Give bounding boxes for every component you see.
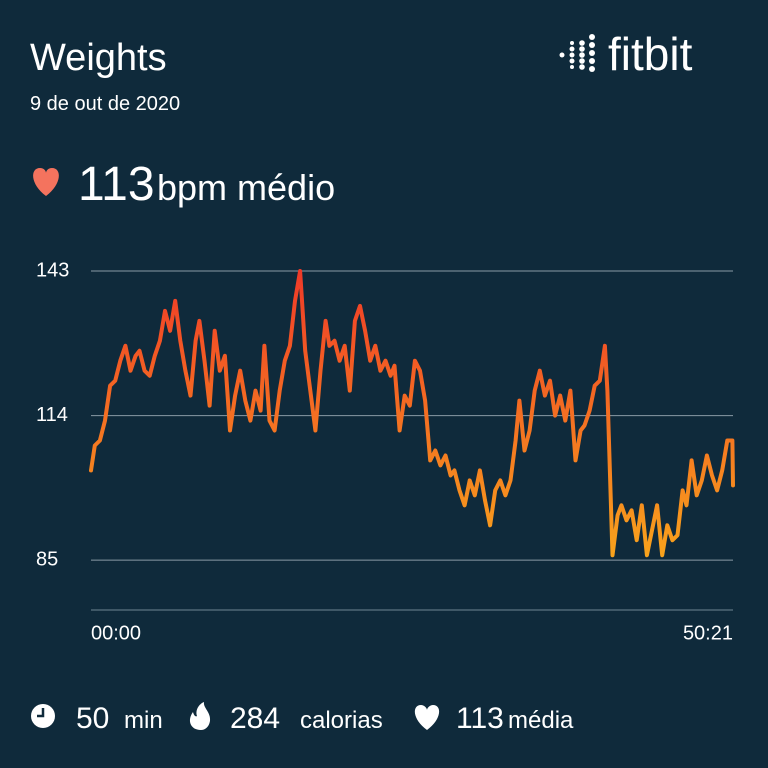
calories-unit: calorias	[300, 707, 383, 734]
y-tick-label: 114	[36, 404, 68, 426]
heart-icon-small	[414, 705, 440, 730]
average-unit: bpm médio	[157, 167, 335, 208]
logo-text: fitbit	[608, 28, 693, 80]
flame-icon	[189, 702, 211, 730]
x-tick-label: 00:00	[91, 622, 141, 644]
x-tick-label: 50:21	[683, 622, 733, 644]
duration-value: 50	[76, 702, 109, 735]
title: Weights	[30, 37, 167, 79]
average-footer-value: 113	[456, 702, 504, 735]
average-footer-unit: média	[508, 707, 574, 734]
y-tick-label: 143	[36, 259, 69, 281]
heart-rate-line	[89, 269, 735, 558]
y-tick-label: 85	[36, 548, 58, 570]
logo-dots	[559, 34, 595, 72]
heart-icon	[33, 168, 59, 196]
duration-unit: min	[124, 707, 163, 734]
calories-value: 284	[230, 702, 280, 735]
date: 9 de out de 2020	[30, 93, 180, 115]
average-value: 113	[78, 158, 155, 211]
plot: 85 114 143 00:00 50:21	[36, 259, 735, 644]
clock-hands	[37, 708, 45, 718]
